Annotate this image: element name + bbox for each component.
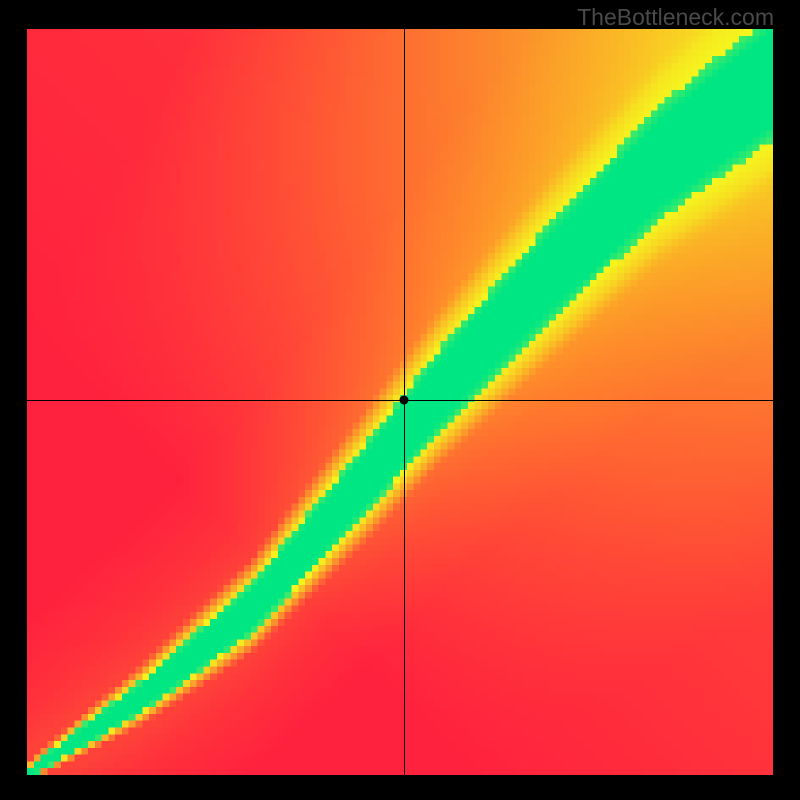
chart-container: TheBottleneck.com: [0, 0, 800, 800]
watermark-text: TheBottleneck.com: [577, 4, 774, 31]
crosshair-marker: [399, 395, 408, 404]
